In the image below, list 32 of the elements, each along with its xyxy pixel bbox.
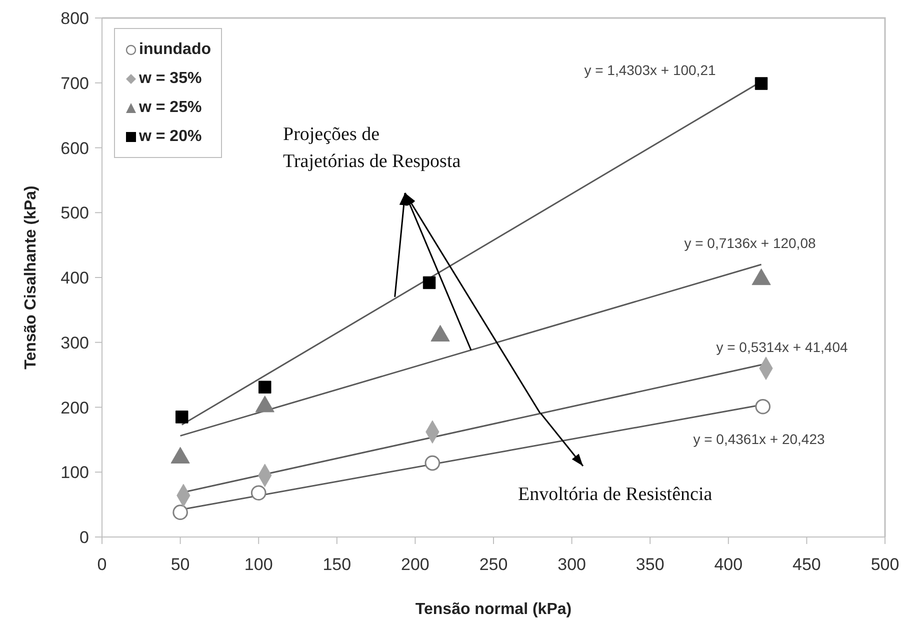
x-tick-label: 300 [558,555,586,574]
y-tick-label: 0 [80,528,89,548]
y-tick-label: 200 [60,398,89,418]
legend-label: inundado [139,40,211,58]
x-tick-label: 400 [714,555,743,574]
x-tick-label: 350 [636,555,664,574]
annotation: y = 1,4303x + 100,21 [584,62,716,78]
x-tick-label: 500 [870,555,900,574]
annotation: y = 0,7136x + 120,08 [684,235,816,251]
annotation: Projeções de Trajetórias de Resposta [283,124,462,172]
x-tick-label: 150 [322,555,352,574]
y-axis-title: Tensão Cisalhante (kPa) [22,186,40,370]
x-axis-title: Tensão normal (kPa) [415,601,572,618]
y-tick-label: 300 [60,333,89,352]
x-tick-label: 100 [244,555,273,574]
x-tick-label: 50 [170,555,190,574]
x-tick-label: 450 [792,555,821,574]
y-tick-label: 600 [60,138,89,158]
legend-label: w = 25% [139,98,202,116]
x-tick-label: 250 [479,555,508,574]
annotation: y = 0,5314x + 41,404 [716,339,848,355]
y-tick-label: 800 [60,9,89,28]
x-tick-label: 0 [97,555,107,574]
annotation: y = 0,4361x + 20,423 [693,431,825,447]
y-tick-label: 100 [60,463,89,482]
y-tick-label: 400 [60,268,89,288]
y-tick-label: 700 [60,74,89,93]
legend-label: w = 20% [139,128,202,146]
y-tick-label: 500 [60,204,89,223]
annotation: Envoltória de Resistência [518,484,713,505]
x-tick-label: 200 [401,555,430,574]
legend-label: w = 35% [139,70,202,88]
